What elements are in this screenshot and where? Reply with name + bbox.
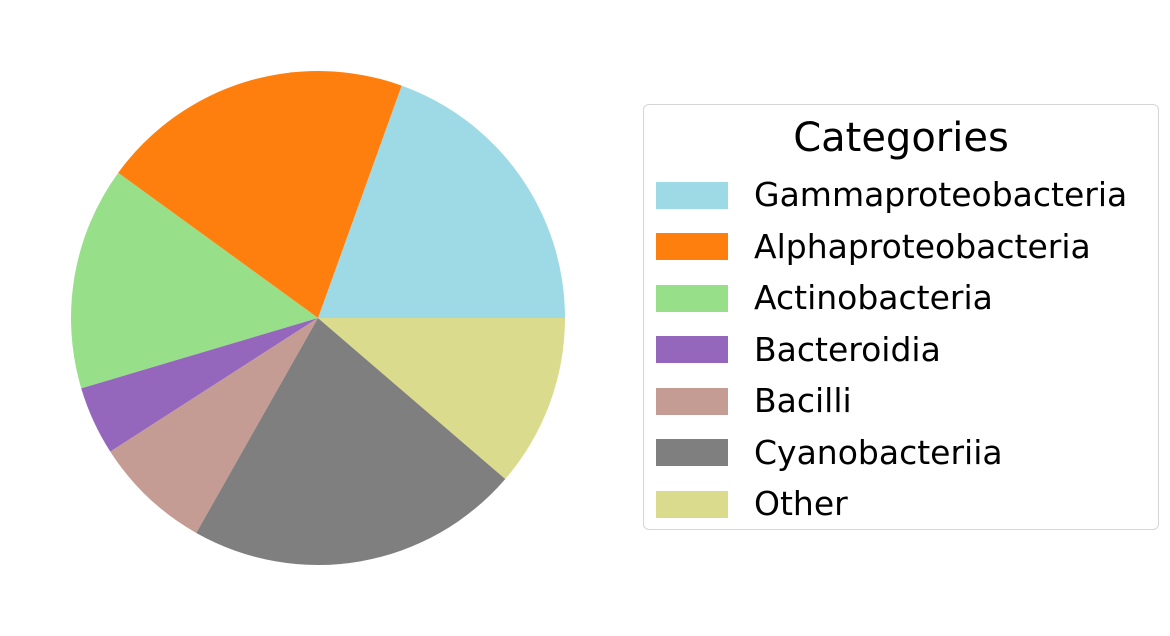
legend-swatch	[656, 181, 728, 209]
pie-slice-bacilli	[110, 318, 318, 533]
pie-slice-actinobacteria	[71, 172, 318, 389]
pie-slice-gammaproteobacteria	[318, 85, 565, 318]
legend-entry-alphaproteobacteria: Alphaproteobacteria	[656, 227, 1091, 267]
legend-label: Alphaproteobacteria	[754, 226, 1091, 266]
legend-entry-gammaproteobacteria: Gammaproteobacteria	[656, 175, 1127, 215]
legend-label: Bacteroidia	[754, 329, 941, 369]
pie-chart	[71, 70, 565, 566]
legend-entry-bacilli: Bacilli	[656, 381, 852, 421]
legend-swatch	[656, 490, 728, 518]
legend-swatch	[656, 336, 728, 363]
legend-swatch	[656, 387, 728, 415]
legend: Categories Gammaproteobacteria Alphaprote…	[643, 104, 1159, 530]
legend-entry-other: Other	[656, 484, 848, 524]
legend-swatch	[656, 233, 728, 260]
legend-swatch	[656, 439, 728, 466]
legend-entry-cyanobacteriia: Cyanobacteriia	[656, 433, 1003, 473]
legend-label: Other	[754, 484, 848, 523]
legend-title: Categories	[793, 115, 1009, 161]
pie-slice-alphaproteobacteria	[118, 70, 402, 318]
legend-label: Cyanobacteriia	[754, 432, 1003, 472]
pie-slice-cyanobacteriia	[196, 318, 506, 566]
pie-slice-bacteroidia	[81, 318, 318, 452]
pie-slice-other	[318, 318, 565, 479]
legend-label: Bacilli	[754, 381, 852, 420]
legend-swatch	[656, 284, 728, 312]
legend-entry-actinobacteria: Actinobacteria	[656, 278, 993, 318]
legend-entry-bacteroidia: Bacteroidia	[656, 330, 941, 370]
legend-label: Actinobacteria	[754, 278, 993, 317]
legend-label: Gammaproteobacteria	[754, 175, 1128, 214]
